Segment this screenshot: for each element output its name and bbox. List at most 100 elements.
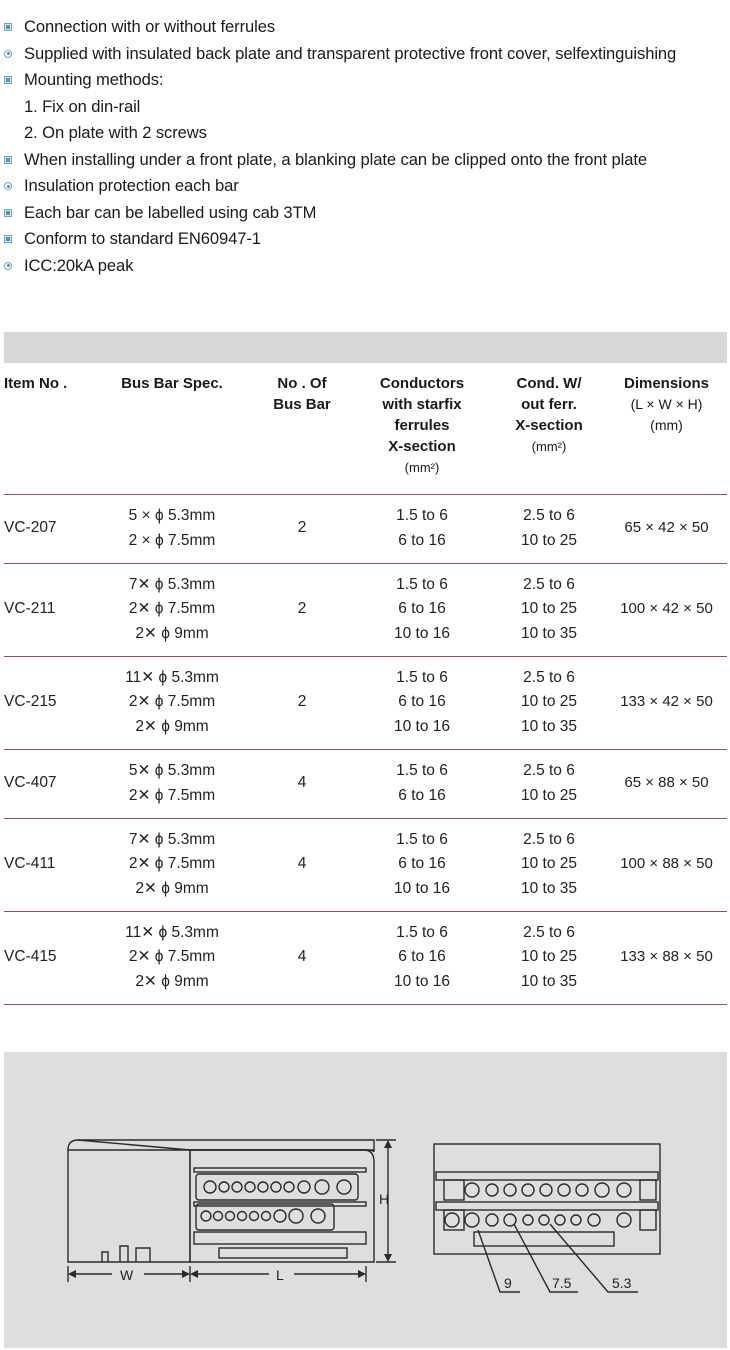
cell-cond-without-ferrules-line: 2.5 to 6	[523, 575, 575, 593]
cell-no-of-bus-bar: 2	[297, 600, 307, 618]
cell-bus-bar-spec: 11✕ ϕ 5.3mm 2✕ ϕ 7.5mm 2✕ ϕ 9mm	[92, 911, 252, 1004]
label-7-5: 7.5	[552, 1275, 572, 1291]
cell-conductors-with-ferrules-line: 10 to 16	[393, 717, 451, 735]
cell-conductors-with-ferrules-line: 10 to 16	[393, 972, 451, 990]
cell-dimensions: 100 × 88 × 50	[620, 855, 713, 873]
cell-bus-bar-spec: 5 × ϕ 5.3mm 2 × ϕ 7.5mm	[92, 494, 252, 563]
label-l: L	[276, 1267, 284, 1283]
feature-item: When installing under a front plate, a b…	[0, 147, 730, 174]
table-row: VC-211 7✕ ϕ 5.3mm 2✕ ϕ 7.5mm 2✕ ϕ 9mm 2 1.5 t…	[4, 563, 727, 656]
feature-text: 1. Fix on din-rail	[24, 96, 141, 116]
table-row: VC-407 5✕ ϕ 5.3mm 2✕ ϕ 7.5mm 4 1.5 to 6 6 to …	[4, 749, 727, 818]
cell-cond-without-ferrules: 2.5 to 6 10 to 25 10 to 35	[492, 818, 606, 911]
cell-conductors-with-ferrules: 1.5 to 6 6 to 16	[352, 749, 492, 818]
front-holes-lower	[444, 1212, 632, 1228]
holes-upper	[203, 1179, 352, 1195]
cell-cond-without-ferrules: 2.5 to 6 10 to 25 10 to 35	[492, 563, 606, 656]
dimension-h-line	[376, 1139, 396, 1263]
cell-bus-bar-spec-line: 11✕ ϕ 5.3mm	[125, 668, 219, 686]
cell-cond-without-ferrules-line: 2.5 to 6	[523, 830, 575, 848]
cell-conductors-with-ferrules-line: 6 to 16	[398, 531, 446, 549]
cell-conductors-with-ferrules: 1.5 to 6 6 to 16 10 to 16	[352, 656, 492, 749]
dimension-drawing: H W L 9 7.5 5.3	[67, 1139, 661, 1293]
cell-conductors-with-ferrules-line: 1.5 to 6	[396, 575, 448, 593]
cell-dimensions: 65 × 42 × 50	[624, 519, 709, 537]
cell-conductors-with-ferrules-line: 1.5 to 6	[396, 830, 448, 848]
label-5-3: 5.3	[612, 1275, 632, 1291]
cell-bus-bar-spec-line: 2 × ϕ 7.5mm	[128, 531, 216, 549]
cell-bus-bar-spec-line: 5 × ϕ 5.3mm	[128, 507, 216, 524]
cell-cond-without-ferrules-line: 2.5 to 6	[523, 507, 575, 524]
cell-item-no: VC-215	[4, 693, 57, 711]
cell-bus-bar-spec-line: 2✕ ϕ 7.5mm	[128, 948, 216, 966]
cell-bus-bar-spec-line: 2✕ ϕ 7.5mm	[128, 855, 216, 873]
cell-conductors-with-ferrules: 1.5 to 6 6 to 16 10 to 16	[352, 818, 492, 911]
spec-table: Item No . Bus Bar Spec. No . Of Bus Bar C…	[4, 363, 727, 1005]
cell-cond-without-ferrules: 2.5 to 6 10 to 25 10 to 35	[492, 911, 606, 1004]
bullet-icon	[4, 208, 12, 217]
bullet-icon	[4, 49, 12, 58]
housing-side-body	[67, 1150, 191, 1263]
cell-conductors-with-ferrules-line: 6 to 16	[398, 948, 446, 966]
cell-dimensions: 100 × 42 × 50	[620, 600, 713, 618]
table-row: VC-215 11✕ ϕ 5.3mm 2✕ ϕ 7.5mm 2✕ ϕ 9mm 2 1.5 …	[4, 656, 727, 749]
cell-no-of-bus-bar: 4	[297, 774, 307, 792]
cell-bus-bar-spec-line: 11✕ ϕ 5.3mm	[125, 923, 219, 941]
front-holes-upper	[464, 1182, 632, 1198]
feature-text: Conform to standard EN60947-1	[24, 229, 261, 248]
feature-text: Supplied with insulated back plate and t…	[24, 43, 677, 63]
bullet-icon	[4, 76, 12, 84]
leader-9	[477, 1229, 520, 1293]
feature-item: ICC:20kA peak	[0, 253, 730, 280]
cell-cond-without-ferrules-line: 10 to 25	[520, 786, 578, 804]
cell-cond-without-ferrules: 2.5 to 6 10 to 25	[492, 749, 606, 818]
header-bus-bar-spec: Bus Bar Spec.	[121, 375, 223, 392]
feature-item: Mounting methods:	[0, 67, 730, 94]
housing-front-body	[190, 1149, 375, 1263]
feature-text: ICC:20kA peak	[24, 255, 134, 275]
table-row: VC-411 7✕ ϕ 5.3mm 2✕ ϕ 7.5mm 2✕ ϕ 9mm 4 1.5 t…	[4, 818, 727, 911]
cell-conductors-with-ferrules: 1.5 to 6 6 to 16	[352, 494, 492, 563]
spec-table-section: Item No . Bus Bar Spec. No . Of Bus Bar C…	[4, 332, 727, 1005]
cell-item-no: VC-407	[4, 774, 57, 792]
bullet-icon	[4, 182, 12, 190]
cell-conductors-with-ferrules-line: 1.5 to 6	[396, 762, 448, 779]
header-cond-without-ferrules: Cond. W/out ferr. X-section (mm²)	[515, 375, 583, 454]
cell-bus-bar-spec-line: 2✕ ϕ 9mm	[135, 972, 209, 990]
feature-item: Each bar can be labelled using cab 3TM	[0, 200, 730, 227]
feature-item: 1. Fix on din-rail	[0, 94, 730, 121]
bar-lower	[195, 1203, 335, 1231]
feature-text: 2. On plate with 2 screws	[24, 123, 207, 142]
feature-text: When installing under a front plate, a b…	[24, 149, 648, 169]
cell-conductors-with-ferrules-line: 1.5 to 6	[396, 668, 448, 686]
feature-item: 2. On plate with 2 screws	[0, 120, 730, 147]
cell-bus-bar-spec-line: 2✕ ϕ 7.5mm	[128, 786, 216, 804]
cell-no-of-bus-bar: 4	[297, 855, 307, 873]
bullet-icon	[4, 23, 12, 31]
feature-item: Insulation protection each bar	[0, 173, 730, 200]
cell-conductors-with-ferrules-line: 6 to 16	[398, 600, 446, 618]
cell-no-of-bus-bar: 2	[297, 693, 307, 711]
cell-bus-bar-spec-line: 2✕ ϕ 7.5mm	[128, 600, 216, 618]
cell-conductors-with-ferrules-line: 10 to 16	[393, 879, 451, 897]
cell-dimensions: 65 × 88 × 50	[624, 774, 709, 792]
cell-cond-without-ferrules-line: 10 to 35	[520, 879, 578, 897]
header-conductors-with-ferrules: Conductors with starfix ferrules X-section…	[379, 375, 465, 475]
cell-bus-bar-spec-line: 2✕ ϕ 9mm	[135, 879, 209, 897]
cell-conductors-with-ferrules-line: 6 to 16	[398, 786, 446, 804]
cell-cond-without-ferrules-line: 2.5 to 6	[523, 668, 575, 686]
cell-cond-without-ferrules-line: 10 to 25	[520, 531, 578, 549]
cell-bus-bar-spec-line: 2✕ ϕ 9mm	[135, 717, 209, 735]
cell-cond-without-ferrules-line: 10 to 25	[520, 855, 578, 873]
cell-bus-bar-spec-line: 7✕ ϕ 5.3mm	[128, 575, 216, 593]
cell-bus-bar-spec: 5✕ ϕ 5.3mm 2✕ ϕ 7.5mm	[92, 749, 252, 818]
cell-item-no: VC-207	[4, 519, 57, 537]
cell-dimensions: 133 × 42 × 50	[620, 693, 713, 711]
din-clip	[101, 1245, 151, 1262]
cell-cond-without-ferrules-line: 10 to 25	[520, 693, 578, 711]
cell-bus-bar-spec-line: 2✕ ϕ 7.5mm	[128, 693, 216, 711]
cell-bus-bar-spec: 7✕ ϕ 5.3mm 2✕ ϕ 7.5mm 2✕ ϕ 9mm	[92, 563, 252, 656]
cell-cond-without-ferrules: 2.5 to 6 10 to 25	[492, 494, 606, 563]
cell-item-no: VC-411	[4, 855, 56, 873]
feature-item: Conform to standard EN60947-1	[0, 226, 730, 253]
